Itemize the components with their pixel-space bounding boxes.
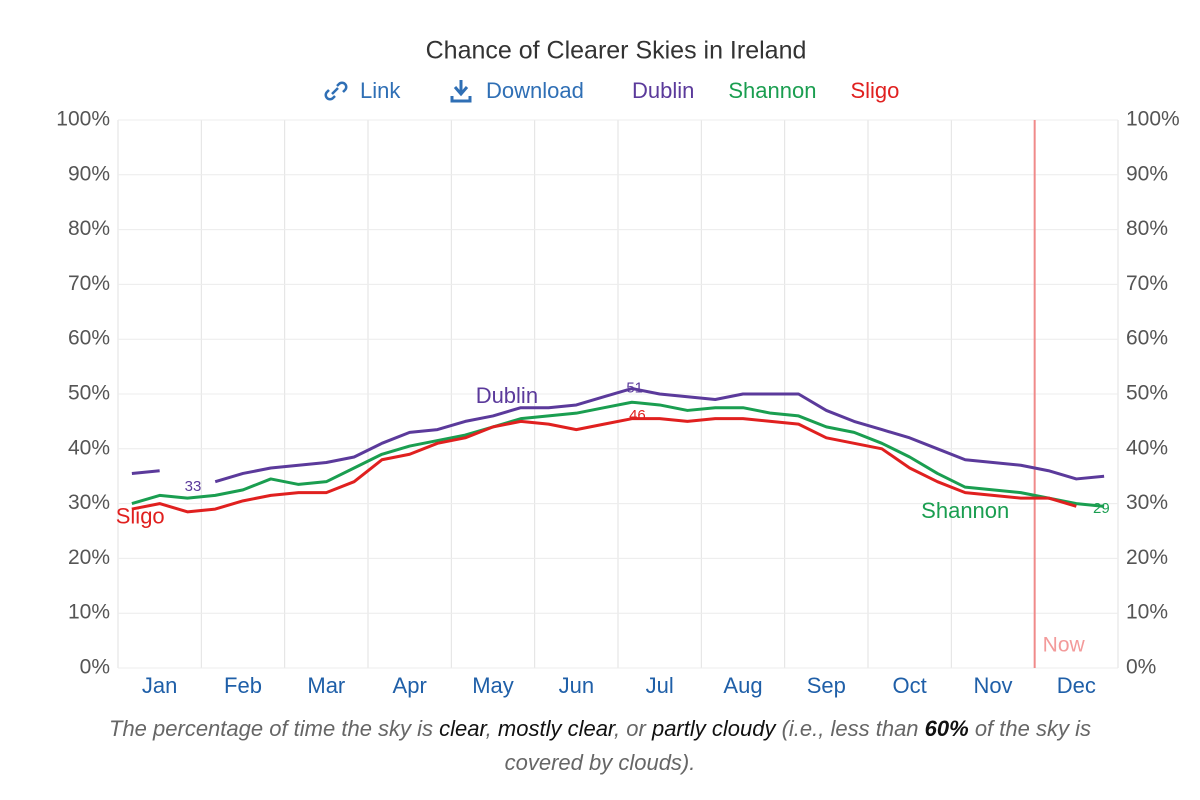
y2-tick-label: 30% [1126,491,1168,514]
value-annotation: 33 [185,478,202,495]
y2-tick-label: 50% [1126,382,1168,405]
y-tick-label: 30% [68,491,110,514]
series-label: Sligo [116,503,165,528]
series-label: Dublin [476,383,538,408]
download-label: Download [486,78,584,103]
link-button[interactable]: Link [324,78,402,103]
caption-text: of the sky is covered by clouds). [504,716,1091,775]
legend-entry[interactable]: Sligo [850,78,899,103]
x-tick-label: Jun [559,673,594,698]
y-tick-label: 40% [68,436,110,459]
y2-tick-label: 90% [1126,162,1168,185]
y-tick-label: 0% [80,656,110,679]
caption-emphasis: partly cloudy [651,716,776,741]
value-annotation: 29 [1093,500,1110,517]
chart-title: Chance of Clearer Skies in Ireland [426,37,807,65]
value-annotation: 51 [626,379,643,396]
download-icon [450,80,472,103]
x-tick-label: Dec [1057,673,1096,698]
y-tick-label: 50% [68,382,110,405]
caption-text: , or [614,716,652,741]
chart: Chance of Clearer Skies in Ireland Link … [56,37,1180,698]
x-tick-label: Aug [723,673,762,698]
y2-tick-label: 20% [1126,546,1168,569]
x-tick-label: Sep [807,673,846,698]
y-tick-label: 20% [68,546,110,569]
x-tick-label: Jan [142,673,177,698]
caption-emphasis: 60% [924,716,969,741]
caption-emphasis: clear [439,716,486,741]
x-tick-label: Nov [973,673,1012,698]
y2-tick-label: 80% [1126,217,1168,240]
x-tick-label: Jul [646,673,674,698]
caption-emphasis: mostly clear [497,716,615,741]
legend-entry[interactable]: Dublin [632,78,694,103]
y-tick-label: 60% [68,327,110,350]
y-tick-label: 90% [68,162,110,185]
series-label: Shannon [921,498,1009,523]
y-tick-label: 80% [68,217,110,240]
link-label: Link [360,78,401,103]
y2-tick-label: 10% [1126,601,1168,624]
series-line [214,387,1105,484]
x-tick-label: Oct [893,673,927,698]
y2-tick-label: 60% [1126,327,1168,350]
caption: The percentage of time the sky is clear,… [80,712,1120,780]
y-tick-label: 10% [68,601,110,624]
x-tick-label: Mar [307,673,345,698]
value-annotation: 46 [629,407,646,424]
now-label: Now [1043,634,1086,657]
download-button[interactable]: Download [450,78,584,103]
legend-entry[interactable]: Shannon [728,78,816,103]
caption-text: The percentage of time the sky is [109,716,440,741]
y2-tick-label: 40% [1126,436,1168,459]
series-line [131,469,160,475]
y2-tick-label: 0% [1126,656,1156,679]
series-line [131,417,1077,514]
link-icon [324,81,348,101]
y-tick-label: 70% [68,272,110,295]
x-tick-label: Feb [224,673,262,698]
y2-tick-label: 70% [1126,272,1168,295]
caption-text: (i.e., less than [775,716,925,741]
y-tick-label: 100% [56,108,110,131]
series-line [131,400,1105,508]
x-tick-label: May [472,673,514,698]
caption-text: , [485,716,498,741]
y2-tick-label: 100% [1126,108,1180,131]
x-tick-label: Apr [393,673,427,698]
